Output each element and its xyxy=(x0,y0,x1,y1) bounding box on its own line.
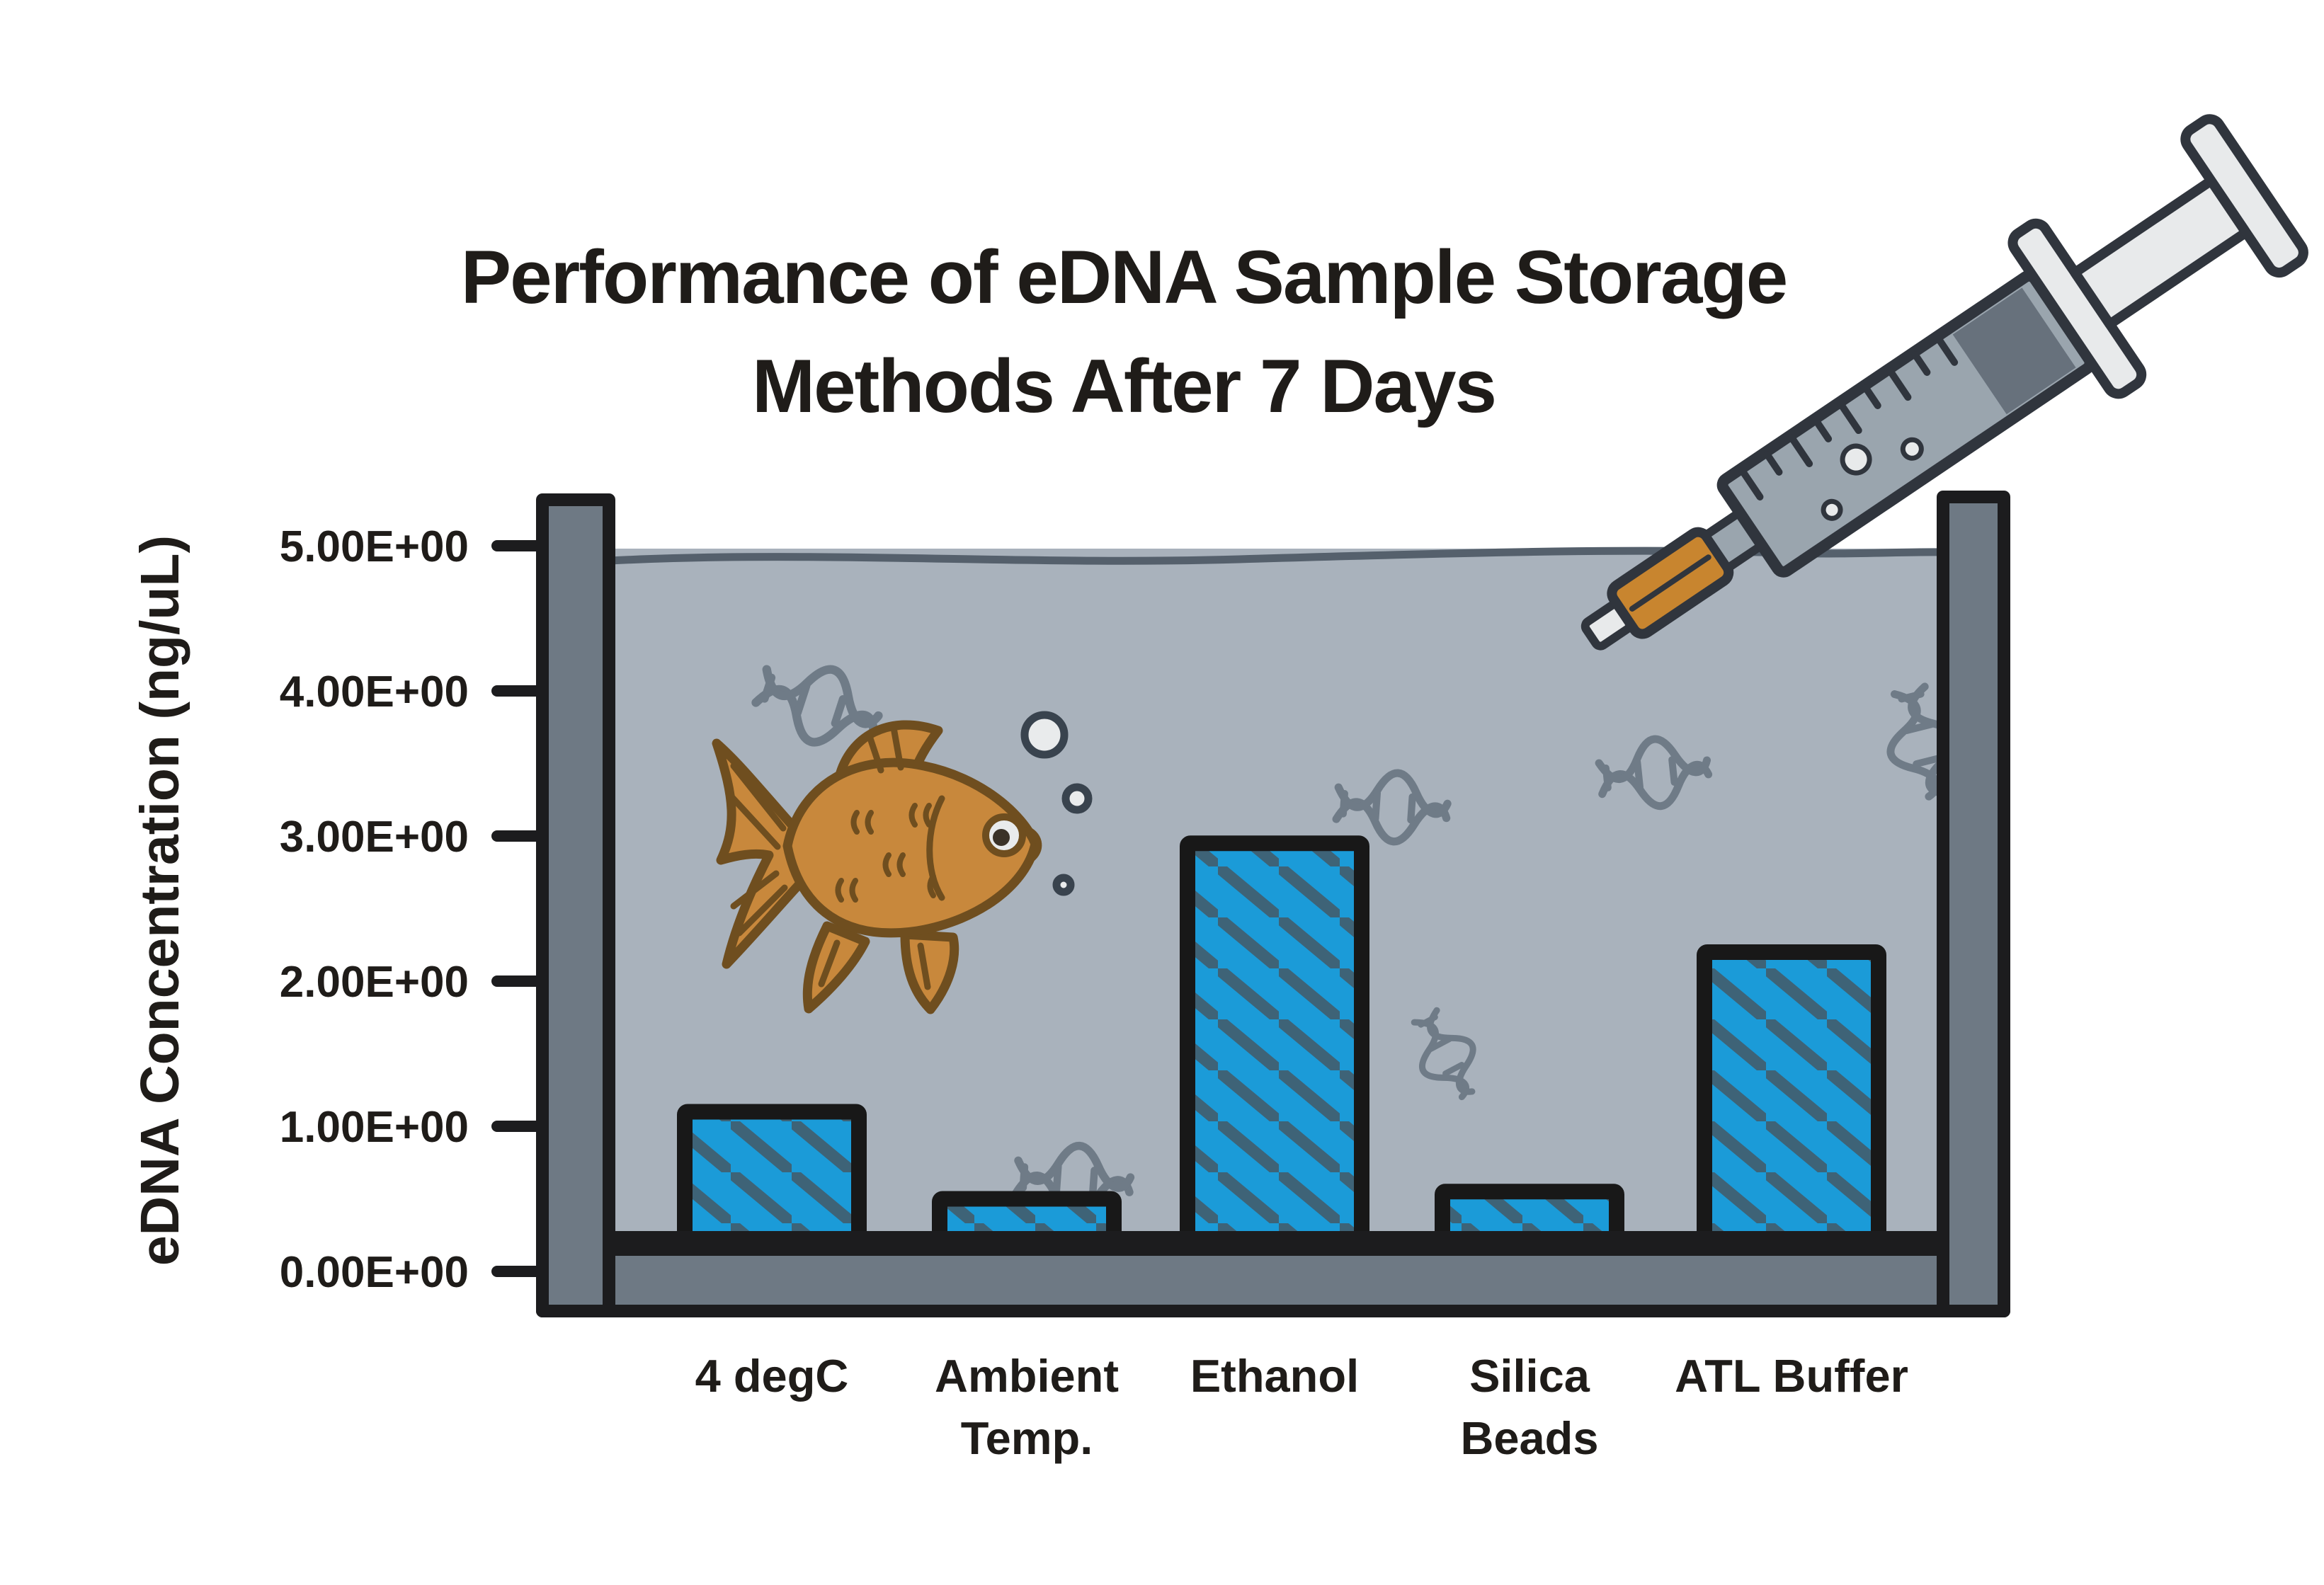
bubble-icon xyxy=(1052,874,1075,896)
bubble-icon xyxy=(1020,711,1069,759)
fish-pectoral-fin xyxy=(900,929,959,1014)
y-axis-label: eDNA Concentration (ng/uL) xyxy=(130,535,190,1266)
x-axis-labels: 4 degC Ambient Temp. Ethanol Silica Beads ATL … xyxy=(695,1350,1908,1464)
chart-title-line2: Methods After 7 Days xyxy=(752,343,1496,428)
y-tick-label: 1.00E+00 xyxy=(280,1103,469,1152)
x-category-label: Ambient xyxy=(935,1350,1119,1402)
x-category-label: Beads xyxy=(1460,1412,1598,1464)
syringe-graduations xyxy=(1738,335,1959,500)
y-tick-label: 5.00E+00 xyxy=(280,522,469,571)
tank-frame xyxy=(536,491,2010,1317)
tank-floor-line xyxy=(598,1232,1949,1256)
bubbles xyxy=(1020,711,1093,896)
y-tick-label: 4.00E+00 xyxy=(280,668,469,716)
fish-fin-stripes xyxy=(726,724,1042,990)
goldfish xyxy=(712,720,1042,1014)
x-category-label: 4 degC xyxy=(695,1350,849,1402)
chart-title-line1: Performance of eDNA Sample Storage xyxy=(461,234,1787,319)
y-tick-label: 0.00E+00 xyxy=(280,1248,469,1297)
y-tick-label: 3.00E+00 xyxy=(280,813,469,862)
bar-ATL Buffer xyxy=(1697,944,1886,1262)
y-tick-label: 2.00E+00 xyxy=(280,958,469,1007)
syringe-air-bubbles xyxy=(1821,437,1924,521)
y-axis-ticks: 5.00E+00 4.00E+00 3.00E+00 2.00E+00 1.00E+00… xyxy=(280,522,542,1297)
x-category-label: Ethanol xyxy=(1190,1350,1359,1402)
bar-Ethanol xyxy=(1180,835,1369,1262)
fish-pupil xyxy=(993,829,1010,846)
tank-left-wall xyxy=(536,493,615,1317)
tank-right-wall xyxy=(1937,491,2010,1317)
bubble-icon xyxy=(1061,783,1093,814)
x-category-label: Temp. xyxy=(961,1412,1093,1464)
fish-tail xyxy=(712,738,808,969)
syringe-hub-line xyxy=(1629,554,1711,612)
fish-pelvic-fin xyxy=(802,921,870,1014)
x-category-label: ATL Buffer xyxy=(1675,1350,1908,1402)
fish-scale-marks xyxy=(835,803,936,903)
x-category-label: Silica xyxy=(1469,1350,1590,1402)
syringe xyxy=(1580,114,2308,651)
syringe-thumb-rest xyxy=(2180,114,2308,278)
syringe-seal xyxy=(1952,287,2076,415)
